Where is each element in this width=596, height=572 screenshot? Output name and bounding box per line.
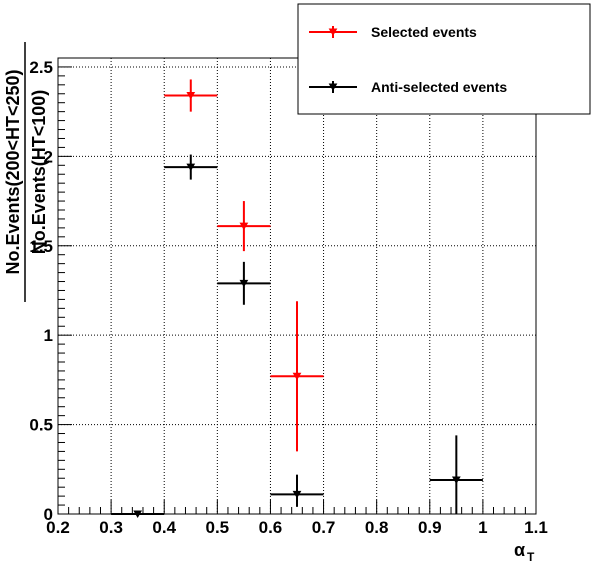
series-1 [111,154,483,518]
x-tick-label: 0.3 [99,518,123,537]
x-axis-label: α [514,540,525,560]
legend-markers [309,26,357,93]
x-tick-label: 1.1 [524,518,548,537]
data-point [217,201,271,252]
plot-frame [57,57,537,515]
x-tick-label: 0.9 [418,518,442,537]
x-tick-label: 0.5 [206,518,230,537]
data-marker [186,92,196,100]
legend-marker [328,28,338,36]
grid [58,58,536,514]
x-axis-label-subscript: T [527,550,535,564]
data-marker [292,490,302,499]
data-point [164,154,218,180]
x-tick-label: 0.4 [152,518,176,537]
x-tick-label: 0.8 [365,518,389,537]
data-marker [133,510,143,518]
x-tick-label: 0.7 [312,518,336,537]
legend-marker [328,83,338,91]
x-tick-label: 1 [478,518,487,537]
series-0 [164,79,324,452]
data-marker [292,372,302,381]
y-axis-title: No.Events(200<HT<250) No.Events(HT<100) [3,42,49,302]
data-point [270,301,324,452]
x-tick-label: 0.6 [259,518,283,537]
legend-label-anti-selected: Anti-selected events [371,79,507,95]
data-marker [239,279,249,288]
x-tick-label: 0.2 [46,518,70,537]
axis-ticks [57,57,537,515]
y-axis-label-numerator: No.Events(200<HT<250) [3,69,23,274]
legend: Selected events Anti-selected events [297,3,591,115]
data-point [217,261,271,305]
y-axis-label-denominator: No.Events(HT<100) [29,90,49,255]
legend-box [297,3,591,115]
data-point [164,79,218,112]
data-points [111,79,483,518]
data-marker [451,476,461,485]
y-tick-label: 2 [44,147,53,166]
y-tick-label: 1.5 [29,237,53,256]
y-tick-label: 2.5 [29,58,53,77]
y-tick-label: 0 [44,505,53,524]
data-point [270,474,324,507]
y-tick-label: 0.5 [29,416,53,435]
x-axis-title: α T [514,540,535,564]
tick-labels: 0.2 0.3 0.4 0.5 0.6 0.7 0.8 0.9 1 1.1 0 0.5 1 1.5 2 2.5 [29,58,547,537]
y-tick-label: 1 [44,326,53,345]
data-marker [186,163,196,172]
data-point [111,510,165,518]
data-point [429,435,483,514]
legend-label-selected: Selected events [371,24,477,40]
data-marker [239,222,249,231]
